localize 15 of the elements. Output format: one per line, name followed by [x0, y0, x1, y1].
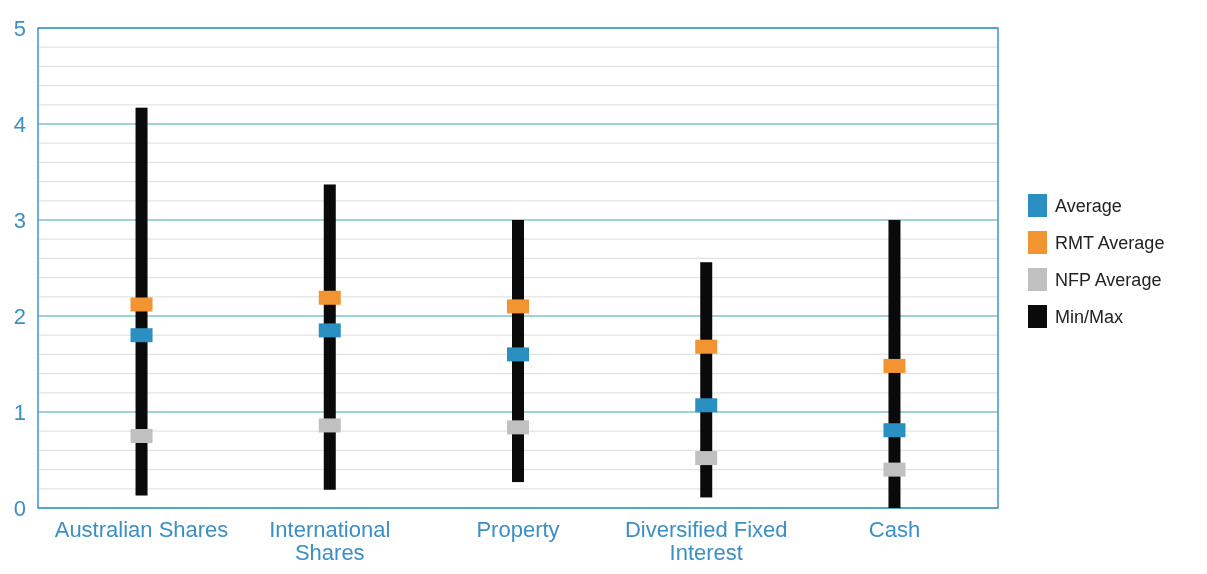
x-tick-label: International Shares [269, 516, 391, 565]
legend-label: Average [1055, 196, 1122, 217]
legend-label: RMT Average [1055, 233, 1165, 254]
x-tick-label: Diversified Fixed Interest [624, 516, 788, 565]
legend-label: Min/Max [1055, 307, 1124, 328]
y-tick-label: 1 [13, 399, 26, 425]
y-tick-label: 4 [13, 111, 26, 137]
y-tick-label: 5 [13, 15, 26, 41]
y-tick-label: 2 [13, 303, 26, 329]
x-tick-label: Cash [868, 516, 921, 542]
x-tick-label: Australian Shares [54, 516, 229, 542]
x-tick-label: Property [476, 516, 560, 542]
y-tick-label: 3 [13, 207, 26, 233]
y-tick-label: 0 [13, 495, 26, 521]
legend-label: NFP Average [1055, 270, 1162, 291]
